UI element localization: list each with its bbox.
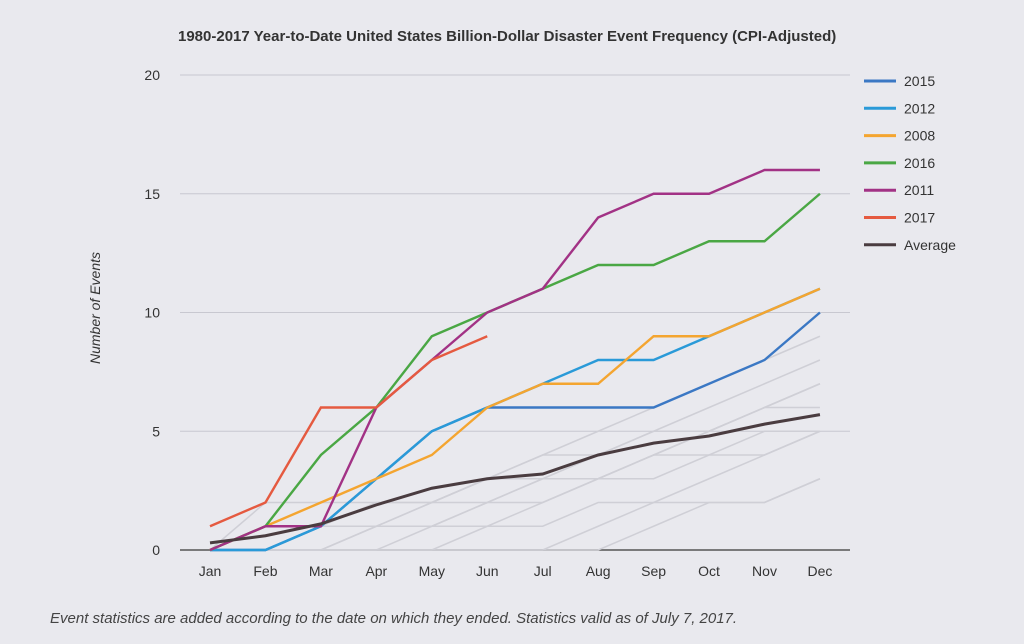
x-tick-label: Jan [199, 563, 222, 579]
series-line-2017 [209, 335, 488, 528]
legend-label: 2008 [904, 128, 935, 144]
series-line-2011 [209, 168, 820, 552]
y-tick-label: 0 [152, 542, 160, 558]
x-tick-label: May [419, 563, 445, 579]
x-tick-label: Oct [698, 563, 720, 579]
series-line-2016 [209, 192, 821, 552]
series-line-2008 [209, 287, 821, 552]
x-tick-label: Dec [807, 563, 832, 579]
x-tick-label: Nov [752, 563, 777, 579]
legend-label: 2017 [904, 210, 935, 226]
x-tick-label: Jun [476, 563, 499, 579]
series-line-average [209, 413, 821, 545]
footnote: Event statistics are added according to … [50, 610, 738, 627]
background-series-line [210, 430, 821, 551]
x-tick-label: Aug [586, 563, 611, 579]
y-tick-label: 10 [144, 305, 160, 321]
y-tick-label: 15 [144, 186, 160, 202]
x-tick-label: Jul [534, 563, 552, 579]
background-series-line [209, 430, 820, 551]
legend-label: 2016 [904, 155, 935, 171]
legend-label: Average [904, 237, 956, 253]
legend-label: 2011 [904, 182, 934, 198]
legend-label: 2015 [904, 73, 935, 89]
chart-title: 1980-2017 Year-to-Date United States Bil… [178, 28, 837, 45]
legend-label: 2012 [904, 100, 935, 116]
x-tick-label: Mar [309, 563, 333, 579]
y-tick-label: 5 [152, 423, 160, 439]
y-tick-label: 20 [144, 67, 160, 83]
x-tick-label: Sep [641, 563, 666, 579]
x-tick-label: Apr [365, 563, 387, 579]
x-tick-label: Feb [253, 563, 277, 579]
